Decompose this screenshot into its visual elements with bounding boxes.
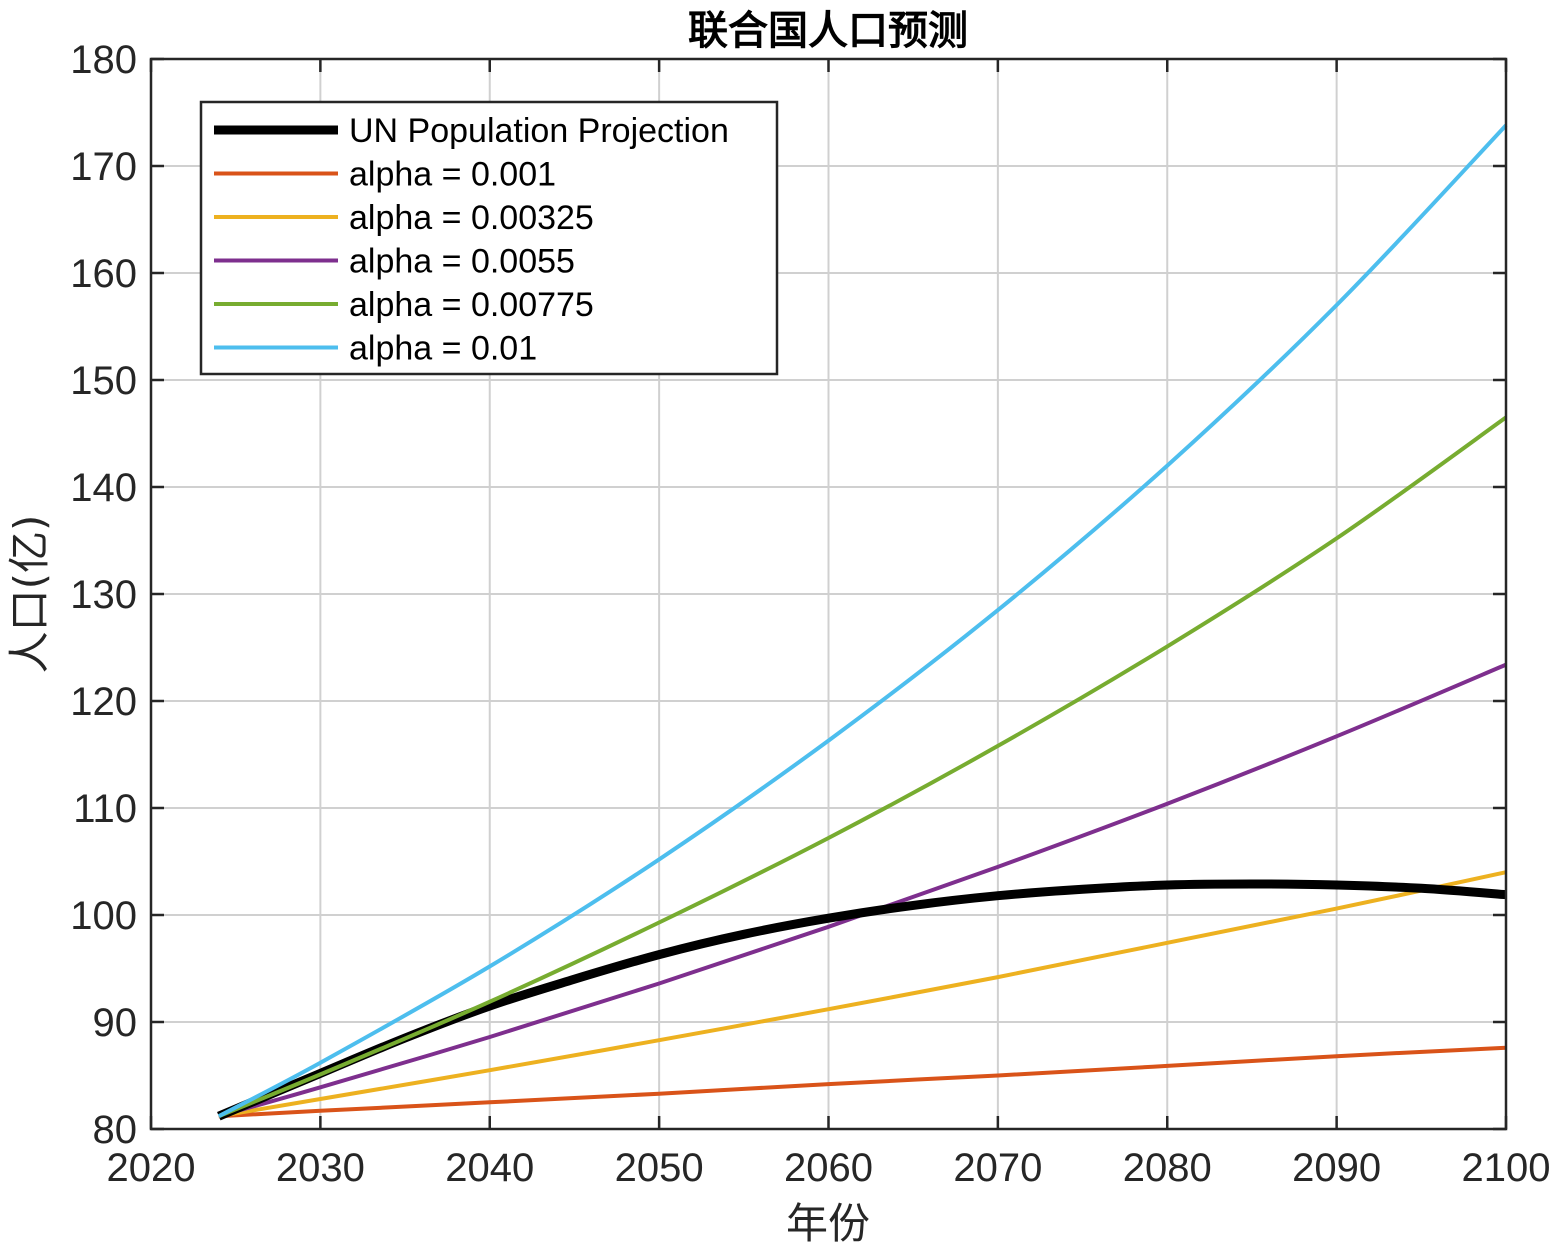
x-tick-label: 2050 — [615, 1146, 704, 1190]
series-lines — [217, 123, 1508, 1121]
legend: UN Population Projection alpha = 0.001 alp… — [199, 100, 779, 376]
x-tick-label: 2070 — [953, 1146, 1042, 1190]
series-line-3 — [218, 662, 1507, 1119]
x-tick-label: 2080 — [1123, 1146, 1212, 1190]
y-tick-label: 130 — [70, 573, 137, 617]
x-tick-label: 2060 — [784, 1146, 873, 1190]
y-tick-label: 170 — [70, 145, 137, 189]
legend-label-4: alpha = 0.00775 — [349, 286, 594, 324]
y-tick-label: 120 — [70, 680, 137, 724]
legend-label-0: UN Population Projection — [349, 112, 729, 150]
y-axis-label: 人口(亿) — [5, 515, 54, 674]
y-tick-labels: 80 90 100 110 120 130 140 150 160 170 180 — [70, 38, 137, 1152]
y-tick-label: 180 — [70, 38, 137, 82]
x-tick-labels: 2020 2030 2040 2050 2060 2070 2080 2090 2100 — [107, 1146, 1551, 1190]
x-tick-label: 2090 — [1292, 1146, 1381, 1190]
y-tick-label: 100 — [70, 894, 137, 938]
axis-ticks — [149, 57, 1508, 1131]
y-tick-label: 140 — [70, 466, 137, 510]
x-axis-label: 年份 — [786, 1199, 870, 1248]
y-tick-label: 150 — [70, 359, 137, 403]
legend-box — [199, 100, 779, 376]
legend-label-5: alpha = 0.01 — [349, 330, 537, 368]
x-tick-label: 2040 — [445, 1146, 534, 1190]
series-line-5 — [217, 123, 1508, 1118]
y-tick-label: 80 — [93, 1108, 138, 1152]
chart-title: 联合国人口预测 — [688, 8, 968, 54]
y-tick-label: 90 — [93, 1001, 138, 1045]
x-tick-label: 2100 — [1462, 1146, 1551, 1190]
legend-label-3: alpha = 0.0055 — [349, 243, 575, 281]
y-tick-label: 110 — [73, 787, 137, 831]
legend-label-1: alpha = 0.001 — [349, 156, 556, 194]
series-line-1 — [218, 1045, 1507, 1119]
series-line-4 — [218, 415, 1508, 1119]
x-tick-label: 2030 — [276, 1146, 365, 1190]
y-tick-label: 160 — [70, 252, 137, 296]
legend-label-2: alpha = 0.00325 — [349, 199, 594, 237]
series-line-2 — [218, 870, 1507, 1119]
x-tick-label: 2020 — [107, 1146, 196, 1190]
